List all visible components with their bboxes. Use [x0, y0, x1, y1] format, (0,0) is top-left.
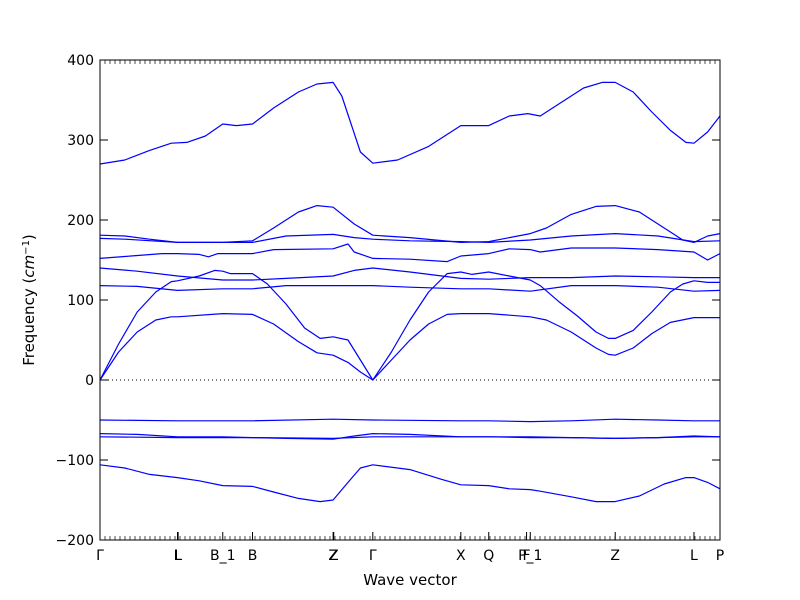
- x-tick-label: Z: [329, 548, 339, 564]
- x-tick-label: B_1: [210, 548, 236, 564]
- x-tick-label: Γ: [369, 548, 377, 564]
- x-tick-label: L: [174, 548, 182, 564]
- x-tick-label: P_1: [518, 548, 542, 564]
- phonon-band-11: [99, 436, 720, 439]
- axes-frame: [99, 59, 721, 541]
- x-tick-label: Q: [483, 548, 494, 564]
- y-tick-label: 0: [85, 373, 94, 389]
- y-axis-label-unit: cm: [20, 255, 38, 278]
- x-tick-label: L: [690, 548, 698, 564]
- phonon-band-4: [99, 243, 721, 263]
- y-axis-label-exponent: −1: [21, 240, 32, 255]
- phonon-band-7: [99, 269, 720, 381]
- y-axis-label-suffix: ): [20, 234, 38, 240]
- phonon-band-5: [99, 267, 720, 281]
- y-tick-label: −200: [56, 533, 94, 549]
- x-tick-label: L: [174, 548, 182, 564]
- phonon-band-8: [99, 313, 720, 381]
- y-tick-label: −100: [56, 453, 94, 469]
- plot-area: [99, 81, 721, 503]
- phonon-band-3: [99, 233, 721, 243]
- x-tick-label: B: [248, 548, 258, 564]
- y-tick-label: 400: [67, 53, 94, 69]
- x-tick-label: Z: [610, 548, 620, 564]
- y-tick-label: 300: [67, 133, 94, 149]
- x-tick-label: Z: [328, 548, 338, 564]
- y-axis-label: Frequency (cm−1): [20, 234, 38, 366]
- x-tick-label: X: [456, 548, 466, 564]
- x-axis-label: Wave vector: [363, 571, 457, 589]
- phonon-band-1: [99, 81, 721, 165]
- y-tick-label: 200: [67, 213, 94, 229]
- x-tick-label: F: [523, 548, 531, 564]
- phonon-band-6: [99, 285, 721, 292]
- phonon-band-9: [99, 418, 720, 423]
- x-tick-label: P: [716, 548, 724, 564]
- y-tick-label: 100: [67, 293, 94, 309]
- phonon-band-12: [99, 464, 721, 503]
- y-axis-label-prefix: Frequency (: [20, 278, 38, 366]
- x-tick-label: Γ: [96, 548, 104, 564]
